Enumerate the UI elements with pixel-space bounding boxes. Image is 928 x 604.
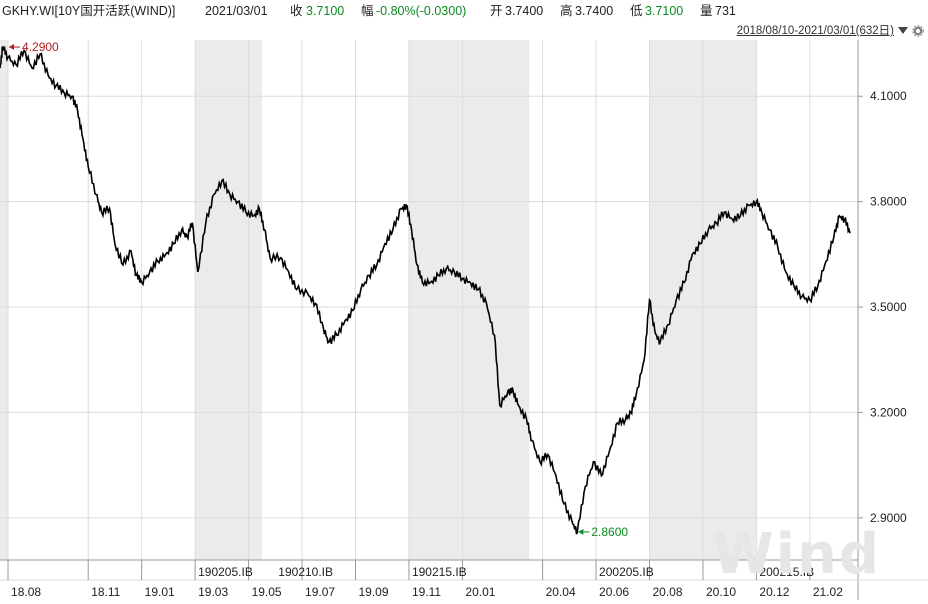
extremum-annotations: 4.2900 2.8600	[9, 40, 628, 539]
annotation-label: 4.2900	[22, 40, 59, 54]
quote-date: 2021/03/01	[205, 4, 268, 18]
low-label: 低	[630, 4, 643, 18]
volume-value: 731	[715, 4, 736, 18]
contract-label: 200215.IB	[759, 565, 814, 579]
y-tick-label: 4.1000	[870, 89, 907, 103]
high-label: 高	[560, 4, 573, 18]
x-tick-label: 20.04	[546, 585, 576, 599]
annotation-label: 2.8600	[591, 525, 628, 539]
x-tick-label: 20.06	[599, 585, 629, 599]
annotation-arrow	[9, 44, 15, 51]
high-value: 3.7400	[575, 4, 614, 18]
x-tick-label: 19.03	[198, 585, 228, 599]
y-tick-label: 3.5000	[870, 300, 907, 314]
date-range-bar: 2018/08/10-2021/03/01(632日)	[700, 22, 928, 40]
shaded-band	[195, 40, 262, 560]
contract-label: 190215.IB	[412, 565, 467, 579]
x-tick-label: 19.11	[412, 585, 441, 599]
x-tick-label: 19.09	[358, 585, 388, 599]
gear-icon[interactable]	[912, 25, 924, 37]
x-tick-label: 19.01	[145, 585, 175, 599]
x-tick-label: 18.11	[91, 585, 120, 599]
y-tick-label: 2.9000	[870, 511, 907, 525]
x-tick-labels: 18.08 18.11 19.01 19.03 19.05 19.07 19.09 19.11…	[7, 560, 843, 599]
yield-line	[0, 45, 851, 535]
y-tick-label: 3.2000	[870, 405, 907, 419]
grid-lines	[0, 40, 858, 560]
contract-labels: 190205.IB 190210.IB 190215.IB 200205.IB 2002…	[198, 565, 814, 579]
y-tick-label: 3.8000	[870, 195, 907, 209]
x-tick-label: 20.10	[706, 585, 736, 599]
close-value: 3.7100	[306, 4, 345, 18]
x-tick-label: 18.08	[11, 585, 41, 599]
contract-label: 190210.IB	[278, 565, 333, 579]
x-tick-label: 20.01	[465, 585, 495, 599]
y-tick-labels: 4.1000 3.8000 3.5000 3.2000 2.9000	[858, 89, 907, 525]
volume-label: 量	[700, 4, 713, 18]
x-tick-label: 20.12	[759, 585, 789, 599]
quote-header: GKHY.WI[10Y国开活跃(WIND)] 2021/03/01 收 3.71…	[0, 0, 928, 22]
x-tick-label: 21.02	[813, 585, 843, 599]
annotation-arrow	[578, 528, 584, 535]
change-label: 幅	[361, 4, 374, 18]
shaded-band	[408, 40, 530, 560]
instrument-code: GKHY.WI[10Y国开活跃(WIND)]	[2, 4, 176, 18]
low-value: 3.7100	[645, 4, 684, 18]
axes	[0, 40, 928, 600]
contract-label: 200205.IB	[599, 565, 654, 579]
x-tick-label: 19.07	[305, 585, 335, 599]
shaded-band	[0, 40, 9, 560]
close-label: 收	[290, 4, 303, 18]
contract-label: 190205.IB	[198, 565, 253, 579]
x-tick-label: 20.08	[653, 585, 683, 599]
date-range-link[interactable]: 2018/08/10-2021/03/01(632日)	[736, 25, 894, 37]
wind-watermark: Wind	[712, 522, 881, 587]
triangle-down-icon[interactable]	[898, 27, 908, 34]
shaded-bands	[0, 40, 757, 560]
x-tick-label: 19.05	[252, 585, 282, 599]
open-value: 3.7400	[505, 4, 544, 18]
open-label: 开	[490, 4, 503, 18]
change-value: -0.80%(-0.0300)	[376, 4, 467, 18]
